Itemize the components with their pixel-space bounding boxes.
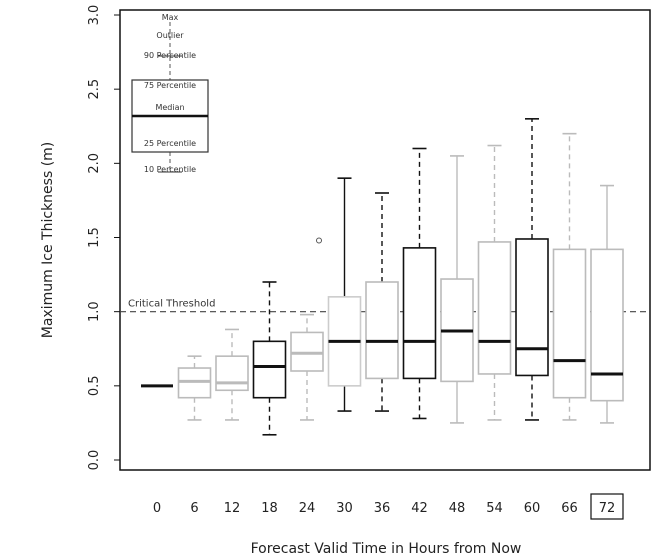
iqr-box — [552, 248, 587, 399]
x-tick-label: 30 — [336, 501, 353, 516]
x-tick-label: 6 — [190, 501, 198, 516]
x-tick-highlight-box — [590, 493, 624, 520]
x-tick-label: 66 — [561, 501, 578, 516]
y-tick-label: 0.5 — [87, 375, 102, 396]
y-tick-label: 3.0 — [87, 5, 102, 26]
x-axis-title: Forecast Valid Time in Hours from Now — [251, 541, 522, 557]
y-tick-label: 0.0 — [87, 450, 102, 471]
legend-entry: 75 Percentile — [144, 81, 196, 90]
iqr-box — [215, 355, 249, 392]
y-tick-label: 2.0 — [87, 153, 102, 174]
legend-entry: Median — [155, 103, 184, 112]
iqr-box — [252, 340, 287, 399]
legend-entry: Max — [162, 13, 179, 22]
x-tick-label: 60 — [524, 501, 541, 516]
legend-entry: 10 Percentile — [144, 165, 196, 174]
iqr-box — [365, 281, 399, 380]
x-tick-label: 42 — [411, 501, 428, 516]
iqr-box — [477, 241, 512, 375]
x-tick-label: 36 — [374, 501, 391, 516]
legend-entry: Outlier — [156, 31, 184, 40]
iqr-box — [402, 247, 437, 380]
y-axis-title: Maximum Ice Thickness (m) — [40, 142, 56, 339]
y-tick-label: 1.0 — [87, 301, 102, 322]
y-tick-label: 2.5 — [87, 79, 102, 100]
legend: Max Outlier 90 Percentile 75 Percentile Medi… — [131, 13, 209, 174]
boxes-group — [141, 118, 624, 436]
x-tick-label: 12 — [224, 501, 241, 516]
y-axis: 0.0 0.5 1.0 1.5 2.0 2.5 3.0 — [87, 5, 120, 471]
x-tick-label: 0 — [153, 501, 161, 516]
y-tick-label: 1.5 — [87, 227, 102, 248]
plot-frame — [119, 9, 651, 471]
iqr-box — [515, 238, 549, 377]
iqr-box — [590, 248, 624, 402]
x-tick-label: 48 — [449, 501, 466, 516]
x-tick-label: 72 — [599, 501, 616, 516]
legend-entry: 25 Percentile — [144, 139, 196, 148]
x-tick-label: 24 — [299, 501, 316, 516]
x-tick-label: 54 — [486, 501, 503, 516]
legend-entry: 90 Percentile — [144, 51, 196, 60]
critical-threshold-label: Critical Threshold — [128, 299, 215, 310]
x-tick-label: 18 — [261, 501, 278, 516]
outlier-point — [316, 237, 322, 244]
x-axis: 0 6 12 18 24 30 36 42 48 54 60 66 72 — [153, 493, 624, 520]
